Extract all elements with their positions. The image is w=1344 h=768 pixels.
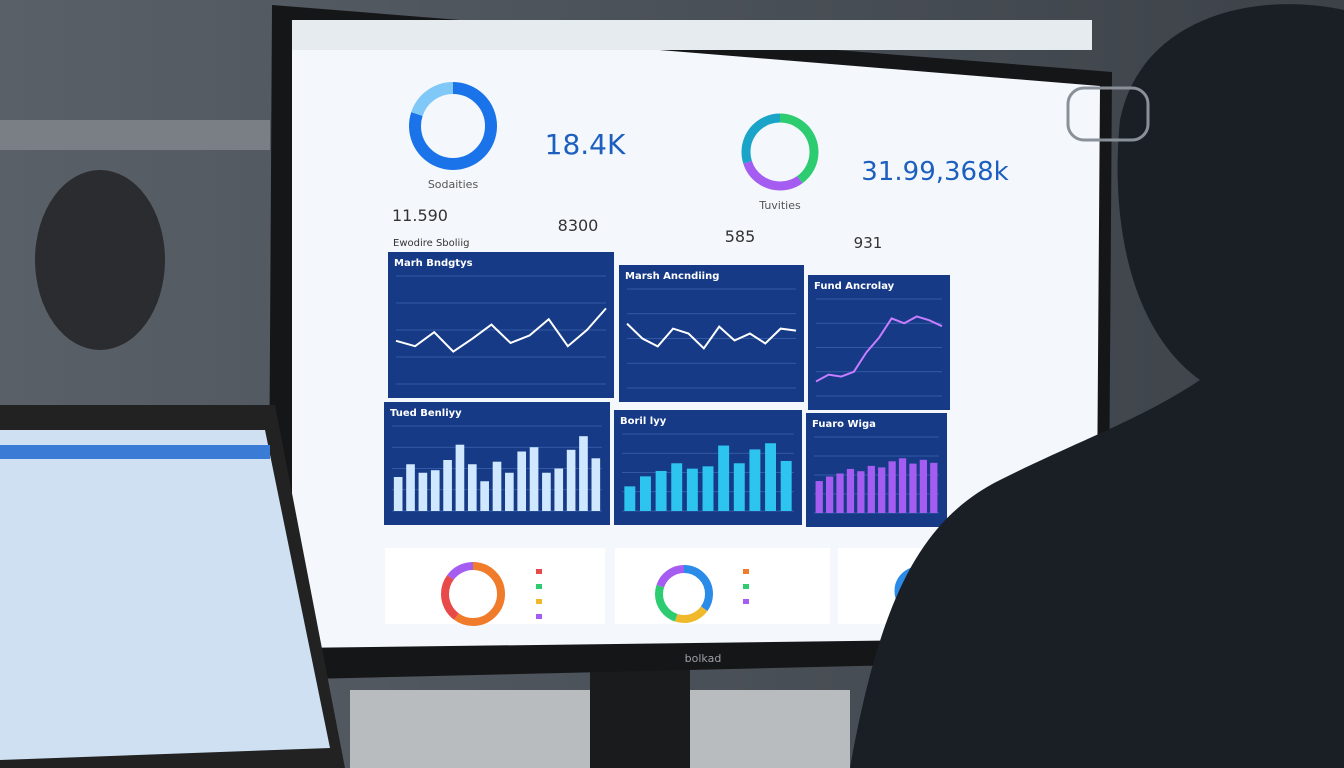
panel-title: Boril lyy: [620, 416, 667, 427]
bar: [878, 467, 886, 513]
stat-value: 585: [725, 227, 756, 246]
shelf: [0, 120, 270, 150]
swatch: [743, 569, 749, 574]
browser-bar: [292, 20, 1092, 50]
ring-segment: [441, 562, 505, 626]
bar: [718, 445, 730, 511]
charts: Marh Bndgtys Marsh Ancndiing Fund Ancrolay…: [384, 252, 950, 527]
ring-segment: [655, 565, 713, 623]
kpi-value: 31.99,368k: [861, 157, 1008, 187]
bar: [909, 463, 917, 513]
bar: [529, 447, 539, 511]
bar: [780, 460, 792, 511]
bar: [455, 444, 465, 511]
legend-swatches: [536, 569, 749, 619]
bar: [430, 470, 440, 511]
stat-value: 11.590: [392, 206, 448, 225]
swatch: [536, 614, 542, 619]
bar: [418, 472, 428, 511]
brand-label: bolkad: [685, 652, 722, 665]
panel: [619, 265, 804, 402]
kpi-value: 18.4K: [545, 128, 626, 161]
bar: [857, 471, 865, 513]
ring-segment: [655, 565, 713, 623]
ring-segment: [441, 562, 505, 626]
bar: [480, 481, 489, 511]
bar: [655, 470, 667, 511]
section-title: Ewodire Sboliig: [393, 238, 469, 249]
bar: [443, 460, 452, 511]
swatch: [536, 569, 542, 574]
ring-segment: [409, 82, 497, 170]
stat-value: 8300: [558, 216, 599, 235]
bar: [825, 476, 834, 513]
ring-segment: [741, 113, 819, 191]
bar: [888, 461, 896, 513]
bar: [919, 459, 928, 513]
bar: [765, 443, 777, 511]
bar: [898, 458, 907, 513]
ring-segment: [741, 113, 819, 191]
bar: [733, 463, 745, 511]
bar: [815, 481, 823, 513]
microphone: [35, 170, 165, 350]
swatch: [536, 599, 542, 604]
swatch: [743, 584, 749, 589]
swatch: [536, 584, 542, 589]
bar: [393, 477, 403, 511]
ring-segment: [655, 565, 713, 623]
line-series: [626, 322, 797, 350]
swatch: [743, 599, 749, 604]
panel-title: Fuaro Wiga: [812, 419, 876, 430]
laptop-screen: [0, 430, 330, 760]
panel: [808, 275, 950, 410]
bar: [406, 464, 415, 511]
bar: [554, 468, 564, 511]
bar: [566, 449, 576, 511]
laptop-header: [0, 445, 270, 459]
bar: [467, 464, 477, 511]
bar: [686, 468, 698, 511]
bar: [639, 476, 651, 511]
bar: [624, 486, 636, 511]
bar: [505, 472, 514, 511]
panel-title: Marh Bndgtys: [394, 258, 473, 269]
bar: [846, 468, 855, 513]
card: [615, 548, 830, 624]
kpi-label: Sodaities: [428, 178, 479, 191]
bar: [671, 463, 683, 511]
bar: [867, 465, 875, 513]
bar: [517, 451, 527, 511]
bar: [702, 466, 714, 511]
line-series: [815, 315, 943, 383]
kpi-label: Tuvities: [758, 199, 801, 212]
bar: [492, 461, 502, 511]
panel: [388, 252, 614, 398]
person-silhouette: [850, 4, 1344, 768]
panel-title: Fund Ancrolay: [814, 281, 895, 292]
bar: [542, 472, 551, 511]
bar: [749, 449, 761, 511]
stat-value: 931: [854, 234, 883, 252]
monitor-stand: [590, 670, 690, 768]
panel-title: Marsh Ancndiing: [625, 271, 719, 282]
bar: [930, 462, 938, 513]
bar: [579, 436, 588, 511]
panel-title: Tued Benliyy: [390, 408, 462, 419]
glasses: [1066, 86, 1150, 142]
bar: [836, 473, 844, 513]
line-series: [395, 307, 607, 353]
bar: [591, 458, 601, 511]
